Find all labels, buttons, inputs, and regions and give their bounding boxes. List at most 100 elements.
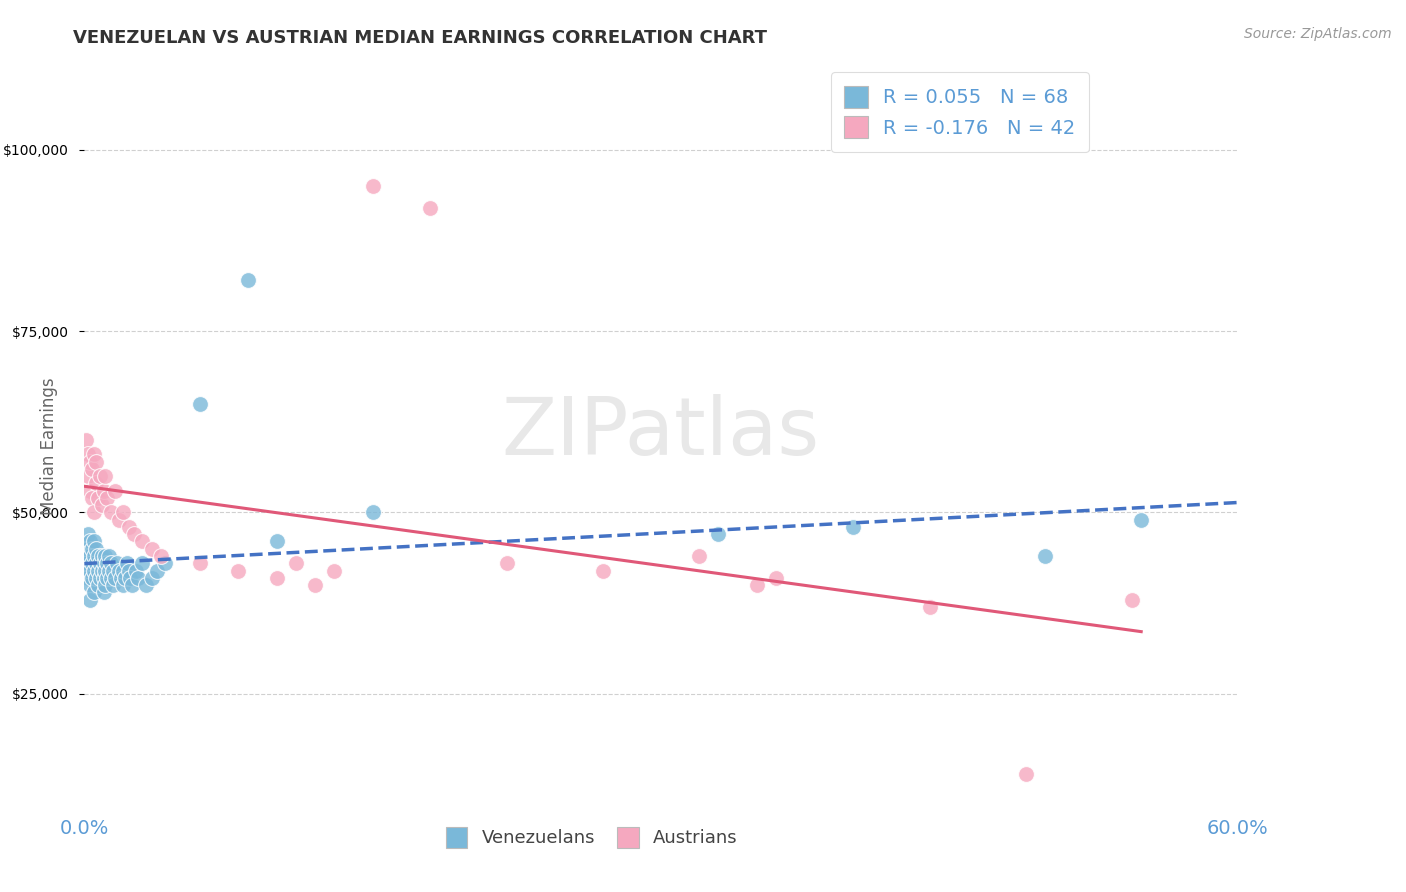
Point xyxy=(77,556,100,570)
Point xyxy=(1015,766,1038,780)
Point xyxy=(304,578,326,592)
Point xyxy=(75,433,97,447)
Point xyxy=(83,564,105,578)
Point xyxy=(75,556,97,570)
Point xyxy=(80,556,103,570)
Point xyxy=(98,564,121,578)
Point xyxy=(79,534,101,549)
Point xyxy=(111,564,134,578)
Point xyxy=(108,564,131,578)
Point xyxy=(77,527,100,541)
Text: Source: ZipAtlas.com: Source: ZipAtlas.com xyxy=(1244,27,1392,41)
Point xyxy=(226,564,249,578)
Point xyxy=(419,201,441,215)
Legend: Venezuelans, Austrians: Venezuelans, Austrians xyxy=(433,814,751,861)
Point xyxy=(90,498,112,512)
Point xyxy=(765,571,787,585)
Point xyxy=(83,447,105,461)
Point xyxy=(150,549,173,563)
Point xyxy=(127,571,149,585)
Point xyxy=(75,549,97,563)
Point xyxy=(114,571,136,585)
Point xyxy=(592,564,614,578)
Point xyxy=(90,564,112,578)
Point xyxy=(93,556,115,570)
Point xyxy=(87,549,110,563)
Point xyxy=(93,483,115,498)
Point xyxy=(79,592,101,607)
Point xyxy=(89,571,111,585)
Point xyxy=(141,571,163,585)
Point xyxy=(104,483,127,498)
Point xyxy=(96,491,118,505)
Point xyxy=(100,556,122,570)
Point xyxy=(77,541,100,556)
Point xyxy=(79,549,101,563)
Point xyxy=(496,556,519,570)
Point xyxy=(96,556,118,570)
Point xyxy=(94,578,117,592)
Point xyxy=(688,549,710,563)
Point xyxy=(103,578,124,592)
Point xyxy=(188,556,211,570)
Point xyxy=(707,527,730,541)
Point xyxy=(84,455,107,469)
Point xyxy=(94,564,117,578)
Point xyxy=(80,462,103,476)
Point xyxy=(79,455,101,469)
Point xyxy=(77,469,100,483)
Point xyxy=(1121,592,1143,607)
Point xyxy=(104,571,127,585)
Point xyxy=(83,549,105,563)
Point xyxy=(89,556,111,570)
Point xyxy=(87,564,110,578)
Point xyxy=(105,556,128,570)
Point xyxy=(146,564,169,578)
Text: Median Earnings: Median Earnings xyxy=(41,377,58,515)
Point xyxy=(98,549,121,563)
Point xyxy=(108,513,131,527)
Point xyxy=(361,506,384,520)
Point xyxy=(83,506,105,520)
Point xyxy=(266,571,288,585)
Point xyxy=(115,556,138,570)
Point xyxy=(100,506,122,520)
Point xyxy=(135,578,157,592)
Point xyxy=(87,578,110,592)
Point xyxy=(79,578,101,592)
Point xyxy=(93,585,115,599)
Point xyxy=(103,564,124,578)
Point xyxy=(131,556,153,570)
Text: ZIPatlas: ZIPatlas xyxy=(502,393,820,472)
Point xyxy=(236,273,259,287)
Point xyxy=(96,571,118,585)
Point xyxy=(84,476,107,491)
Point xyxy=(361,178,384,193)
Point xyxy=(117,564,139,578)
Point xyxy=(121,578,143,592)
Point xyxy=(89,469,111,483)
Point xyxy=(124,527,146,541)
Point xyxy=(111,506,134,520)
Point xyxy=(284,556,307,570)
Point xyxy=(1130,513,1153,527)
Point xyxy=(1033,549,1056,563)
Point xyxy=(80,571,103,585)
Point xyxy=(94,549,117,563)
Point xyxy=(266,534,288,549)
Point xyxy=(84,541,107,556)
Point xyxy=(153,556,176,570)
Point xyxy=(79,564,101,578)
Point xyxy=(87,491,110,505)
Point xyxy=(188,396,211,410)
Point xyxy=(93,571,115,585)
Point xyxy=(120,571,142,585)
Point xyxy=(100,571,122,585)
Point xyxy=(77,447,100,461)
Point xyxy=(918,599,941,614)
Point xyxy=(110,571,132,585)
Point xyxy=(83,585,105,599)
Point xyxy=(90,549,112,563)
Point xyxy=(117,520,139,534)
Point xyxy=(94,469,117,483)
